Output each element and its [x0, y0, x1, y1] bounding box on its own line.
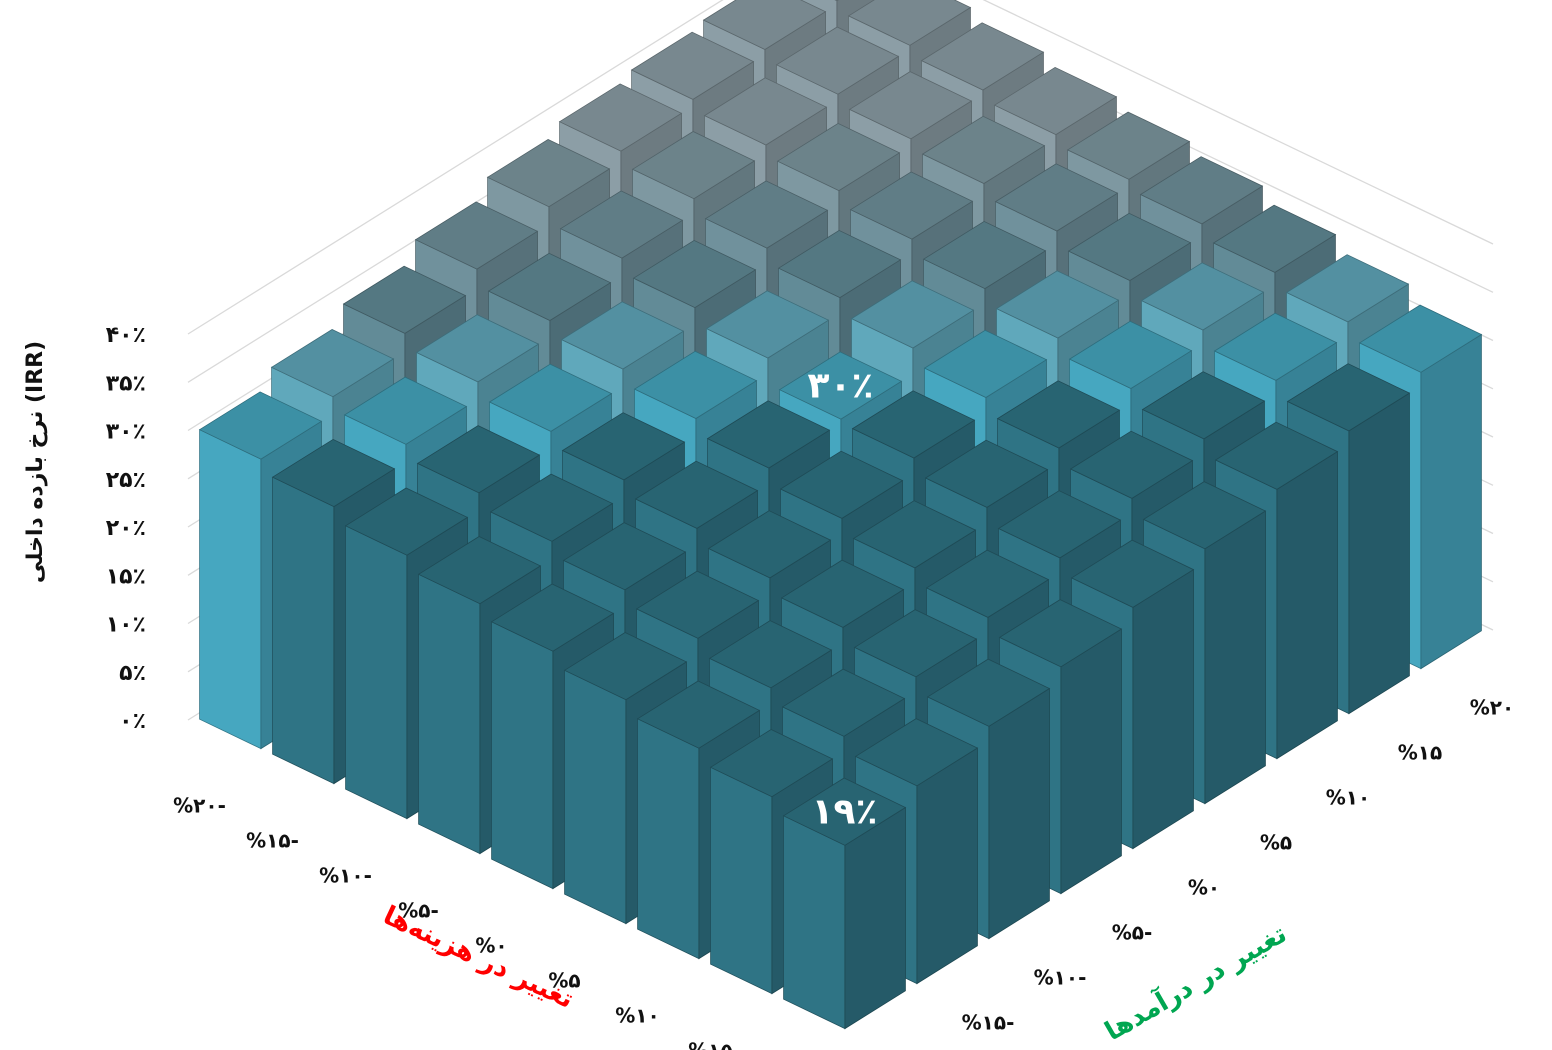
- revenue-tick-label: %۲۰: [1470, 696, 1514, 720]
- value-annotation: ۳۰٪: [808, 366, 874, 407]
- z-tick-label: ۱۰٪: [106, 613, 146, 638]
- z-tick-label: ۴۰٪: [106, 323, 146, 348]
- revenue-tick-label: %۵: [1260, 831, 1292, 855]
- cost-tick-label: %۲۰-: [173, 794, 226, 818]
- revenue-tick-label: %۱۰: [1326, 786, 1370, 810]
- gridline: [187, 0, 1494, 383]
- cost-axis-title: تغییر در هزینه‌ها: [379, 901, 579, 1015]
- bars: [198, 0, 1483, 1030]
- cost-tick-label: %۵: [548, 969, 580, 993]
- gridline: [187, 0, 1494, 335]
- revenue-tick-label: %۰: [1188, 876, 1220, 900]
- cost-tick-label: %۱۰-: [319, 864, 372, 888]
- z-tick-label: ۳۵٪: [106, 371, 146, 396]
- cost-tick-label: %۰: [475, 934, 507, 958]
- z-tick-label: ۲۰٪: [106, 516, 146, 541]
- cost-tick-label: %۱۵: [688, 1039, 732, 1050]
- revenue-tick-label: %۱۵: [1398, 741, 1442, 765]
- z-axis-title: نرخ بازده داخلی (IRR): [23, 341, 48, 583]
- cost-tick-label: %۱۵-: [246, 829, 299, 853]
- bar: [782, 777, 907, 1030]
- value-annotation: ۱۹٪: [812, 792, 878, 833]
- revenue-tick-label: %۱۵-: [962, 1011, 1015, 1035]
- z-tick-label: ۰٪: [119, 709, 146, 734]
- z-tick-label: ۳۰٪: [106, 420, 146, 445]
- z-tick-label: ۵٪: [119, 661, 146, 686]
- cost-tick-label: %۱۰: [615, 1004, 659, 1028]
- revenue-tick-label: %۵-: [1112, 921, 1153, 945]
- revenue-tick-label: %۱۰-: [1034, 966, 1087, 990]
- z-tick-label: ۱۵٪: [106, 564, 146, 589]
- cost-tick-label: %۵-: [398, 899, 439, 923]
- z-tick-label: ۲۵٪: [106, 468, 146, 493]
